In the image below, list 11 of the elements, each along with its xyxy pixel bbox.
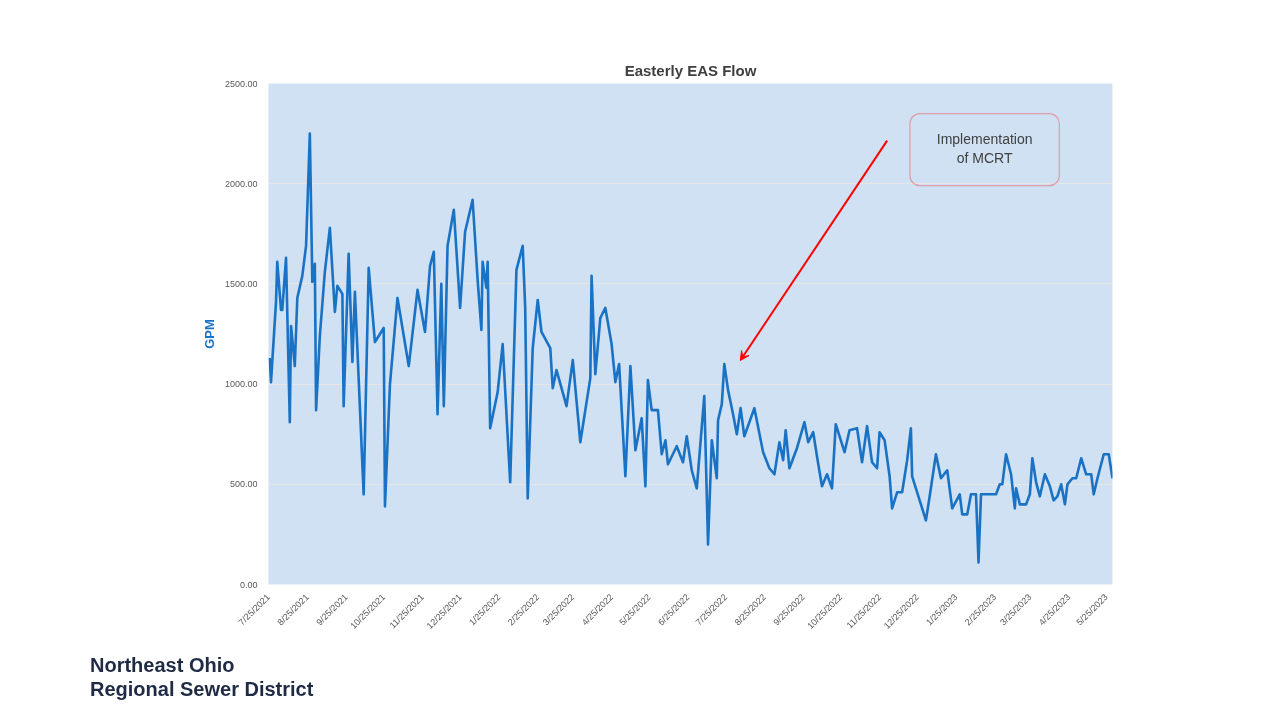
annotation: Implementation of MCRT [936,131,1033,167]
y-axis-title: GPM [201,319,217,349]
text: Northeast Ohio Regional Sewer District [90,653,314,701]
chart-title: Easterly EAS Flow [624,61,757,79]
y-tick-label: 0.00 [239,579,258,590]
y-tick-label: 1000.00 [224,379,258,390]
y-tick-label: 500.00 [229,479,258,490]
y-tick-label: 1500.00 [224,278,258,289]
line-series [268,132,1113,564]
y-tick-label: 2500.00 [224,78,258,89]
y-tick-label: 2000.00 [224,178,258,189]
